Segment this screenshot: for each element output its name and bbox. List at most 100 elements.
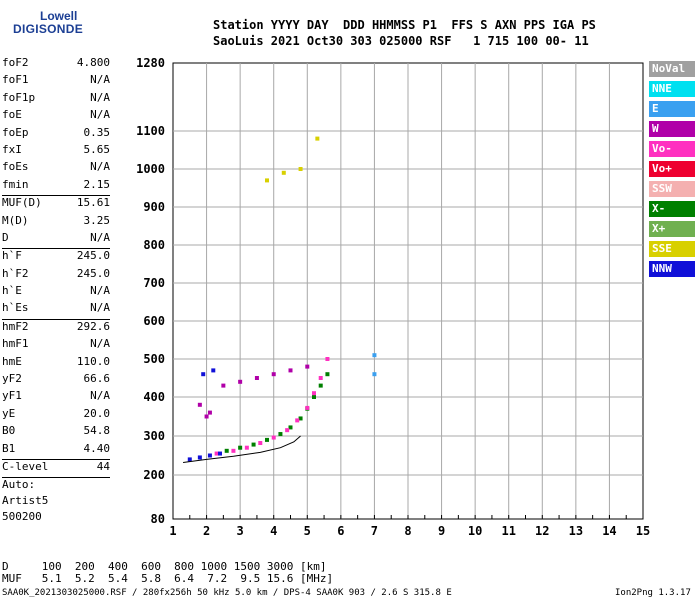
param-separator bbox=[2, 195, 110, 197]
file-info: SAA0K_2021303025000.RSF / 280fx256h 50 k… bbox=[2, 588, 452, 598]
x-tick-label: 5 bbox=[304, 524, 311, 538]
param-value: 3.25 bbox=[83, 213, 111, 227]
param-name: yE bbox=[2, 406, 16, 420]
param-name: foE bbox=[2, 108, 22, 122]
param-row: yE 20.0 bbox=[2, 407, 110, 424]
y-tick-label: 600 bbox=[143, 314, 165, 328]
header-line-2: SaoLuis 2021 Oct30 303 025000 RSF 1 715 … bbox=[213, 34, 589, 48]
legend-item-x-: X- bbox=[649, 201, 695, 217]
param-name: hmF1 bbox=[2, 337, 29, 351]
autoscaling-info: Auto: Artist5 500200 bbox=[2, 478, 48, 526]
data-point bbox=[211, 368, 216, 373]
param-row: foF1 N/A bbox=[2, 73, 110, 90]
legend-item-vo-: Vo- bbox=[649, 141, 695, 157]
param-value: 292.6 bbox=[76, 319, 110, 333]
x-tick-label: 13 bbox=[569, 524, 583, 538]
data-point bbox=[251, 442, 256, 447]
data-point bbox=[298, 167, 303, 171]
param-row: yF2 66.6 bbox=[2, 372, 110, 389]
param-value: 245.0 bbox=[76, 266, 110, 280]
y-tick-label: 300 bbox=[143, 429, 165, 443]
legend-item-e: E bbox=[649, 101, 695, 117]
param-value: 66.6 bbox=[83, 372, 111, 386]
param-row: MUF(D) 15.61 bbox=[2, 196, 110, 213]
x-tick-label: 8 bbox=[404, 524, 411, 538]
param-row: foF2 4.800 bbox=[2, 56, 110, 73]
auto-line: 500200 bbox=[2, 510, 42, 523]
param-name: h`E bbox=[2, 284, 22, 298]
data-point bbox=[278, 432, 283, 437]
param-name: D bbox=[2, 230, 9, 244]
param-value: 4.800 bbox=[76, 56, 110, 69]
data-point bbox=[265, 437, 269, 442]
legend-item-sse: SSE bbox=[649, 241, 695, 257]
header-line-1: Station YYYY DAY DDD HHMMSS P1 FFS S AXN… bbox=[213, 18, 596, 32]
data-point bbox=[315, 136, 320, 141]
data-point bbox=[288, 425, 293, 430]
param-value: 4.40 bbox=[83, 441, 111, 455]
x-tick-label: 7 bbox=[371, 524, 378, 538]
data-point bbox=[221, 383, 226, 388]
data-point bbox=[325, 357, 330, 361]
version-info: Ion2Png 1.3.17 bbox=[615, 588, 691, 598]
param-value: 0.35 bbox=[83, 125, 111, 139]
y-tick-label: 200 bbox=[143, 468, 165, 482]
data-point bbox=[201, 372, 206, 377]
param-name: yF2 bbox=[2, 372, 22, 386]
param-name: hmE bbox=[2, 354, 22, 368]
param-name: fxI bbox=[2, 142, 22, 156]
param-name: B0 bbox=[2, 424, 16, 438]
param-value: N/A bbox=[90, 90, 110, 104]
y-tick-label: 500 bbox=[143, 352, 165, 366]
data-point bbox=[372, 353, 377, 358]
param-row: D N/A bbox=[2, 231, 110, 248]
param-row: fmin 2.15 bbox=[2, 178, 110, 195]
data-point bbox=[312, 391, 316, 396]
legend-item-x-: X+ bbox=[649, 221, 695, 237]
data-point bbox=[254, 376, 259, 380]
data-point bbox=[224, 448, 229, 453]
x-tick-label: 12 bbox=[535, 524, 549, 538]
data-point bbox=[207, 453, 212, 458]
y-tick-label: 1100 bbox=[136, 124, 165, 138]
y-tick-label: 1000 bbox=[136, 162, 165, 176]
y-tick-label: 700 bbox=[143, 276, 165, 290]
legend-item-noval: NoVal bbox=[649, 61, 695, 77]
param-row: foEp 0.35 bbox=[2, 126, 110, 143]
param-value: 245.0 bbox=[76, 249, 110, 263]
param-value: 15.61 bbox=[76, 196, 110, 210]
param-row: B1 4.40 bbox=[2, 442, 110, 459]
y-tick-label: 400 bbox=[143, 390, 165, 404]
data-point bbox=[197, 455, 202, 460]
data-point bbox=[258, 441, 263, 446]
data-point bbox=[214, 451, 219, 456]
auto-line: Auto: bbox=[2, 478, 36, 491]
auto-line: Artist5 bbox=[2, 494, 49, 507]
data-point bbox=[295, 418, 300, 423]
param-separator bbox=[2, 318, 110, 320]
param-separator bbox=[2, 248, 110, 250]
data-point bbox=[298, 416, 303, 421]
param-row: M(D) 3.25 bbox=[2, 214, 110, 231]
data-point bbox=[372, 372, 377, 377]
param-row: hmF2 292.6 bbox=[2, 320, 110, 337]
param-name: MUF(D) bbox=[2, 196, 42, 210]
x-tick-label: 2 bbox=[203, 524, 210, 538]
x-tick-label: 1 bbox=[169, 524, 176, 538]
x-tick-label: 10 bbox=[468, 524, 482, 538]
data-point bbox=[197, 402, 202, 407]
param-name: foF1 bbox=[2, 73, 29, 87]
data-point bbox=[285, 428, 290, 433]
param-row: h`F 245.0 bbox=[2, 249, 110, 266]
param-row: h`F2 245.0 bbox=[2, 267, 110, 284]
y-tick-label: 1280 bbox=[136, 56, 165, 70]
muf-row: MUF 5.1 5.2 5.4 5.8 6.4 7.2 9.5 15.6 [MH… bbox=[2, 572, 334, 585]
param-row: yF1 N/A bbox=[2, 389, 110, 406]
data-point bbox=[318, 383, 323, 388]
data-point bbox=[325, 372, 330, 377]
param-name: hmF2 bbox=[2, 319, 29, 333]
logo-lowell: Lowell bbox=[40, 9, 78, 23]
x-tick-label: 4 bbox=[270, 524, 277, 538]
param-value: 44 bbox=[96, 459, 110, 473]
x-tick-label: 15 bbox=[636, 524, 650, 538]
